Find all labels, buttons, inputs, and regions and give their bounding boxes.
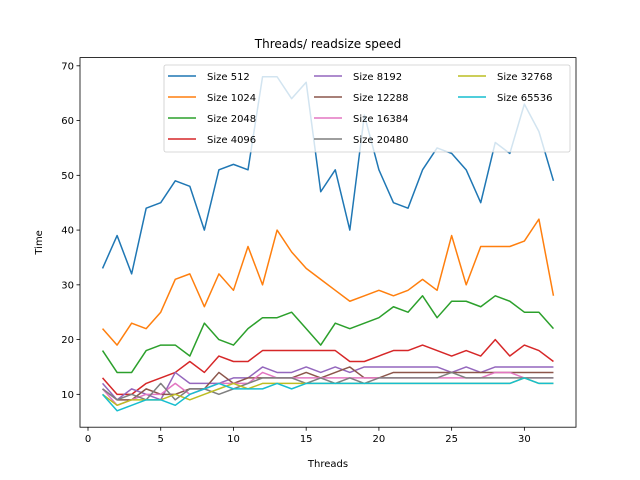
series-lines: [101, 76, 555, 412]
y-tick-label: 60: [61, 116, 74, 127]
legend-label: Size 4096: [207, 135, 256, 146]
x-tick-label: 30: [518, 434, 531, 445]
y-axis-label: Time: [34, 230, 45, 255]
series-line: [101, 338, 554, 396]
series-line: [101, 377, 554, 412]
plot-frame: [79, 57, 577, 428]
x-tick-label: 10: [227, 434, 240, 445]
y-tick-label: 30: [61, 280, 74, 291]
legend-label: Size 65536: [497, 93, 553, 104]
chart-title: Threads/ readsize speed: [254, 37, 401, 51]
legend-label: Size 16384: [353, 114, 409, 125]
x-tick-label: 0: [85, 434, 91, 445]
legend-label: Size 8192: [353, 72, 402, 83]
legend: Size 512 Size 1024 Size 2048 Size 4096 Size …: [163, 64, 571, 153]
y-tick-label: 50: [61, 171, 74, 182]
y-tick-label: 40: [61, 226, 74, 237]
x-tick-label: 15: [300, 434, 313, 445]
series-line: [102, 371, 554, 401]
x-tick-label: 25: [445, 434, 458, 445]
y-tick-label: 10: [61, 390, 74, 401]
y-tick-label: 70: [61, 61, 74, 72]
legend-label: Size 512: [207, 72, 250, 83]
x-axis-label: Threads: [307, 459, 348, 470]
y-axis-ticks: 10 20 30 40 50 60 70: [61, 61, 80, 401]
series-line: [101, 366, 554, 401]
legend-box: [163, 64, 571, 153]
legend-label: Size 20480: [353, 135, 409, 146]
legend-label: Size 2048: [207, 114, 256, 125]
legend-label: Size 1024: [207, 93, 256, 104]
series-line: [101, 76, 555, 275]
legend-label: Size 12288: [353, 93, 409, 104]
series-line: [101, 218, 555, 346]
legend-label: Size 32768: [497, 72, 553, 83]
x-axis-ticks: 0 5 10 15 20 25 30: [85, 427, 531, 445]
x-tick-label: 5: [158, 434, 164, 445]
series-line: [101, 295, 555, 374]
x-tick-label: 20: [373, 434, 386, 445]
series-line: [102, 366, 554, 401]
y-tick-label: 20: [61, 335, 74, 346]
